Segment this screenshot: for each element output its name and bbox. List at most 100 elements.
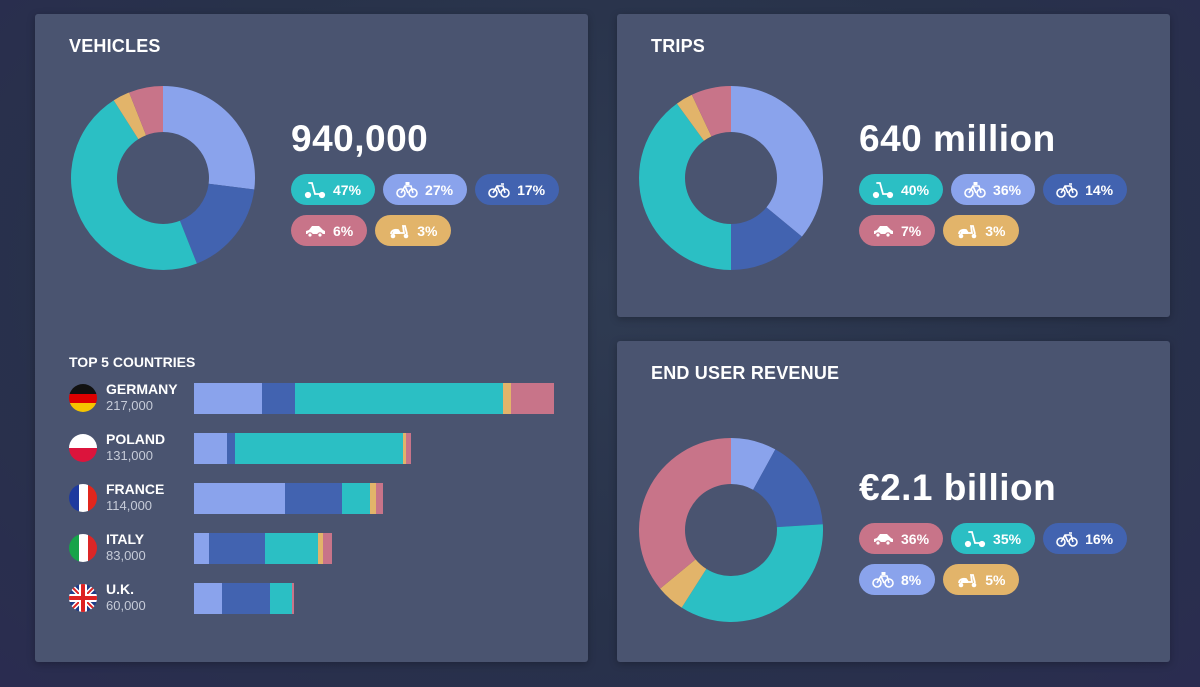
legend-pill-scooter: 35% bbox=[951, 523, 1036, 554]
bar-segment-scooter bbox=[265, 533, 319, 564]
bar-segment-ebike bbox=[194, 583, 223, 614]
legend-pill-label: 17% bbox=[517, 181, 546, 198]
trips-total: 640 million bbox=[859, 118, 1056, 159]
bar-segment-ebike bbox=[194, 433, 228, 464]
bar-segment-moped bbox=[403, 433, 407, 464]
donut-svg bbox=[71, 86, 255, 270]
country-row: U.K. 60,000 bbox=[69, 581, 569, 615]
stacked-bar bbox=[194, 433, 412, 464]
bar-segment-moped bbox=[502, 383, 511, 414]
stacked-bar bbox=[194, 383, 554, 414]
scooter-icon bbox=[303, 181, 327, 199]
bar-segment-car bbox=[376, 483, 384, 514]
stacked-bar bbox=[194, 583, 294, 614]
legend-pill-label: 5% bbox=[985, 571, 1006, 588]
legend-pill-label: 40% bbox=[901, 181, 930, 198]
donut-slice-car bbox=[691, 86, 731, 137]
moped-icon bbox=[955, 571, 979, 589]
revenue-donut-chart bbox=[639, 438, 823, 622]
donut-slice-moped bbox=[660, 559, 707, 608]
legend-row: 40% 36% 14% bbox=[859, 174, 1128, 205]
legend-pill-bike: 14% bbox=[1043, 174, 1128, 205]
bar-segment-bike bbox=[285, 483, 342, 514]
legend-pill-label: 35% bbox=[993, 530, 1022, 547]
bar-segment-bike bbox=[208, 533, 266, 564]
ebike-icon bbox=[871, 571, 895, 589]
country-name: POLAND bbox=[106, 431, 166, 447]
france-flag-icon bbox=[69, 484, 97, 512]
donut-slice-moped bbox=[676, 94, 712, 141]
country-value: 60,000 bbox=[106, 598, 146, 613]
legend-pill-label: 8% bbox=[901, 571, 922, 588]
bar-segment-moped bbox=[369, 483, 377, 514]
legend-pill-bike: 16% bbox=[1043, 523, 1128, 554]
legend-row: 36% 35% 16% bbox=[859, 523, 1128, 554]
vehicles-card: VEHICLES 940,000 47% 27% 17% 6% 3% TOP 5 COU… bbox=[35, 14, 588, 662]
country-row: POLAND 131,000 bbox=[69, 431, 569, 465]
bar-segment-scooter bbox=[295, 383, 503, 414]
bar-segment-scooter bbox=[235, 433, 403, 464]
donut-svg bbox=[639, 438, 823, 622]
legend-pill-moped: 3% bbox=[375, 215, 452, 246]
ebike-icon bbox=[963, 181, 987, 199]
vehicles-total: 940,000 bbox=[291, 118, 429, 159]
donut-slice-ebike bbox=[731, 438, 776, 490]
donut-slice-car bbox=[129, 86, 163, 136]
legend-row: 6% 3% bbox=[291, 215, 559, 246]
revenue-legend: 36% 35% 16% 8% 5% bbox=[859, 523, 1128, 605]
legend-pill-label: 36% bbox=[993, 181, 1022, 198]
moped-icon bbox=[387, 222, 411, 240]
bar-segment-car bbox=[406, 433, 412, 464]
bar-segment-scooter bbox=[341, 483, 370, 514]
revenue-total: €2.1 billion bbox=[859, 467, 1057, 508]
bar-segment-car bbox=[510, 383, 554, 414]
country-row: ITALY 83,000 bbox=[69, 531, 569, 565]
country-value: 83,000 bbox=[106, 548, 146, 563]
poland-flag-icon bbox=[69, 434, 97, 462]
legend-pill-moped: 3% bbox=[943, 215, 1020, 246]
legend-pill-label: 16% bbox=[1085, 530, 1114, 547]
donut-slice-bike bbox=[753, 449, 823, 528]
legend-pill-label: 7% bbox=[901, 222, 922, 239]
legend-pill-label: 47% bbox=[333, 181, 362, 198]
legend-pill-label: 14% bbox=[1085, 181, 1114, 198]
donut-slice-bike bbox=[731, 207, 802, 270]
trips-title: TRIPS bbox=[651, 36, 706, 56]
bar-segment-car bbox=[291, 583, 294, 614]
legend-pill-label: 3% bbox=[417, 222, 438, 239]
country-row: GERMANY 217,000 bbox=[69, 381, 569, 415]
donut-slice-moped bbox=[113, 92, 147, 140]
legend-pill-ebike: 36% bbox=[951, 174, 1036, 205]
bar-segment-moped bbox=[318, 533, 324, 564]
revenue-card: END USER REVENUE €2.1 billion 36% 35% 16% 8… bbox=[617, 341, 1170, 662]
stacked-bar bbox=[194, 483, 384, 514]
bar-segment-bike bbox=[222, 583, 271, 614]
donut-slice-scooter bbox=[71, 100, 197, 270]
legend-row: 47% 27% 17% bbox=[291, 174, 560, 205]
legend-pill-bike: 17% bbox=[475, 174, 560, 205]
bar-segment-ebike bbox=[194, 483, 286, 514]
trips-donut-chart bbox=[639, 86, 823, 270]
country-name: FRANCE bbox=[106, 481, 165, 497]
moped-icon bbox=[955, 222, 979, 240]
legend-pill-label: 36% bbox=[901, 530, 930, 547]
bar-segment-bike bbox=[262, 383, 296, 414]
bar-segment-bike bbox=[227, 433, 236, 464]
legend-pill-moped: 5% bbox=[943, 564, 1020, 595]
country-name: U.K. bbox=[106, 581, 134, 597]
bar-segment-ebike bbox=[194, 383, 263, 414]
country-row: FRANCE 114,000 bbox=[69, 481, 569, 515]
stacked-bar bbox=[194, 533, 332, 564]
legend-pill-label: 27% bbox=[425, 181, 454, 198]
donut-slice-ebike bbox=[163, 86, 255, 190]
legend-pill-label: 6% bbox=[333, 222, 354, 239]
car-icon bbox=[303, 222, 327, 240]
legend-pill-car: 6% bbox=[291, 215, 368, 246]
bike-icon bbox=[487, 181, 511, 199]
donut-slice-ebike bbox=[731, 86, 823, 237]
legend-pill-car: 36% bbox=[859, 523, 944, 554]
donut-svg bbox=[639, 86, 823, 270]
top-countries-title: TOP 5 COUNTRIES bbox=[69, 354, 196, 370]
car-icon bbox=[871, 222, 895, 240]
uk-flag-icon bbox=[69, 584, 97, 612]
